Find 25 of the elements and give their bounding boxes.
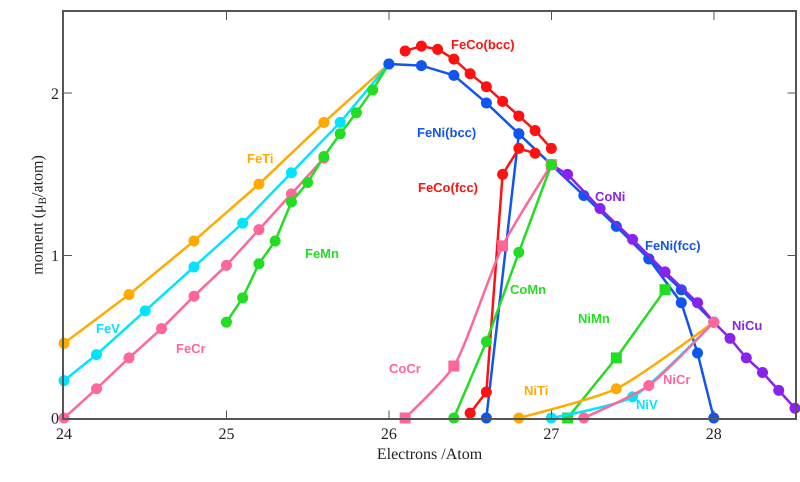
y-tick-label: 1 [51,248,60,266]
series-label: NiCu [732,318,762,333]
series-label: NiCr [663,372,690,387]
x-tick-label: 28 [706,426,722,443]
x-tick-label: 27 [543,426,560,443]
series-label: CoCr [389,361,421,376]
series-label: CoMn [510,282,546,297]
x-axis-title: Electrons /Atom [376,446,483,464]
series-label: FeMn [305,246,339,261]
x-tick-label: 25 [218,426,234,443]
series-label: NiMn [578,311,610,326]
series-label: CoNi [595,189,626,204]
y-tick-label: 2 [51,86,60,103]
series-label: FeCo(bcc) [451,37,515,52]
y-tick-label: 0 [51,410,60,428]
series-label: FeNi(bcc) [417,125,476,140]
x-tick-label: 24 [56,426,72,443]
series-label: NiV [636,397,658,412]
series-label: NiTi [524,383,548,398]
series-label: FeTi [247,151,274,166]
series-label: FeNi(fcc) [645,238,701,253]
x-tick-label: 26 [380,426,397,443]
series-label: FeCr [176,341,206,356]
series-label: FeV [96,321,120,336]
series-label: FeCo(fcc) [418,180,478,195]
